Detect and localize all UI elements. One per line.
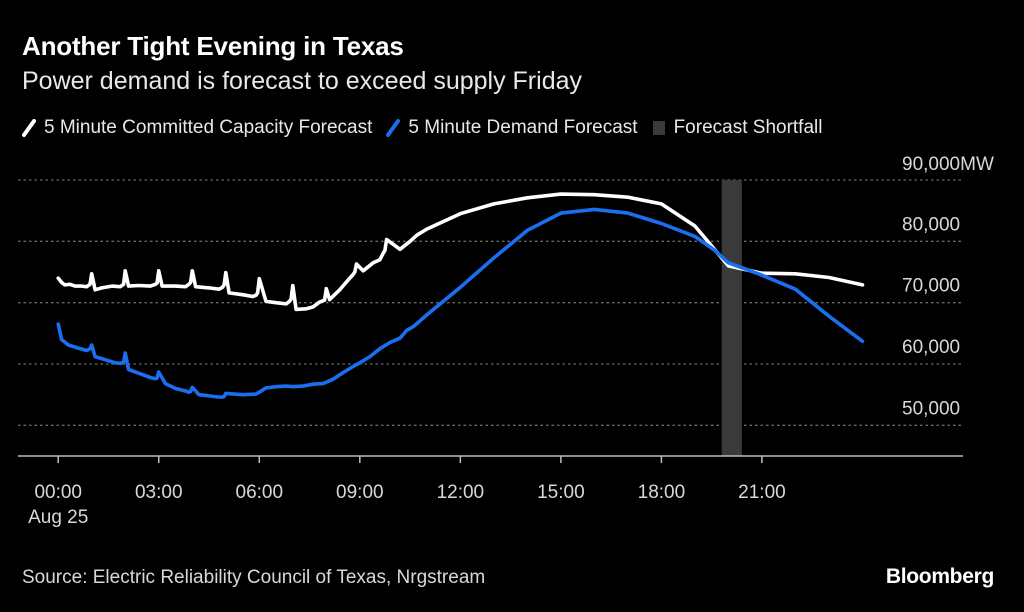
legend-label-demand: 5 Minute Demand Forecast [408,117,638,138]
x-tick-label: 06:00 [236,482,284,503]
y-tick-label: 90,000MW [902,154,994,175]
x-tick-label: 00:00 [34,482,82,503]
capacity-line [56,192,865,312]
x-tick-label: 12:00 [437,482,485,503]
y-tick-label: 50,000 [902,398,960,419]
legend-item-shortfall: Forecast Shortfall [652,117,823,139]
x-tick-label: 21:00 [738,482,786,503]
x-tick-sublabel: Aug 25 [28,507,88,528]
y-tick-label: 60,000 [902,337,960,358]
legend-label-capacity: 5 Minute Committed Capacity Forecast [44,117,373,138]
x-tick-label: 03:00 [135,482,183,503]
capacity-line-icon [22,119,36,137]
forecast-shortfall-band [721,180,742,456]
legend-label-shortfall: Forecast Shortfall [673,117,823,138]
chart-subtitle: Power demand is forecast to exceed suppl… [22,67,582,95]
chart-title: Another Tight Evening in Texas [22,31,404,61]
legend-item-demand: 5 Minute Demand Forecast [386,117,638,139]
shortfall-swatch-icon [652,121,665,135]
legend-item-capacity: 5 Minute Committed Capacity Forecast [22,117,372,139]
bloomberg-logo: Bloomberg [885,565,994,588]
demand-line [56,207,865,399]
demand-line-icon [386,119,401,137]
x-tick-label: 18:00 [638,482,686,503]
legend: 5 Minute Committed Capacity Forecast 5 M… [22,117,836,139]
source-note: Source: Electric Reliability Council of … [22,567,486,588]
y-tick-label: 80,000 [902,214,960,235]
x-tick-label: 09:00 [336,482,384,503]
x-tick-label: 15:00 [537,482,585,503]
y-tick-label: 70,000 [902,276,960,297]
